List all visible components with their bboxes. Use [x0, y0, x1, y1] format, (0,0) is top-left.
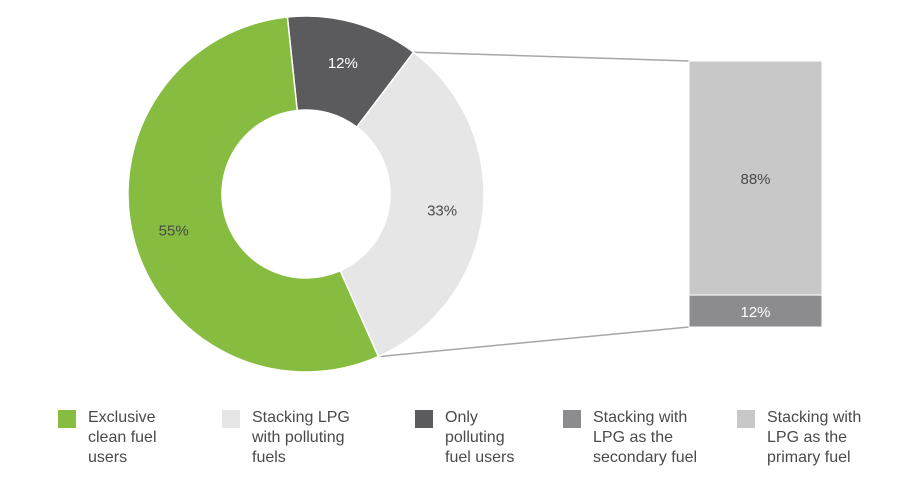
legend-swatch — [222, 410, 240, 428]
legend: Exclusive clean fuel users Stacking LPG … — [0, 408, 915, 478]
donut-label-2: 12% — [328, 55, 358, 72]
connector-line-bottom — [378, 326, 690, 358]
legend-label: Stacking with LPG as the primary fuel — [767, 409, 862, 466]
legend-label: Stacking LPG with polluting fuels — [252, 409, 350, 466]
legend-item-stacking-polluting: Stacking LPG with polluting fuels — [222, 408, 350, 468]
bar-label-1: 12% — [740, 304, 770, 321]
connector-line-top — [413, 51, 690, 62]
donut-slice-0 — [127, 16, 380, 373]
legend-item-only-polluting: Only polluting fuel users — [415, 408, 514, 468]
stacked-bar: 88% 12% — [688, 60, 823, 328]
legend-item-lpg-secondary: Stacking with LPG as the secondary fuel — [563, 408, 697, 468]
legend-item-exclusive-clean: Exclusive clean fuel users — [58, 408, 157, 468]
legend-swatch — [415, 410, 433, 428]
bar-label-0: 88% — [740, 171, 770, 188]
legend-item-lpg-primary: Stacking with LPG as the primary fuel — [737, 408, 861, 468]
legend-swatch — [58, 410, 76, 428]
legend-label: Exclusive clean fuel users — [88, 409, 157, 466]
connector-lines — [378, 51, 690, 358]
donut-slice-1 — [339, 51, 485, 358]
donut-label-0: 55% — [159, 222, 189, 239]
donut-chart: 12% 33% 55% — [127, 15, 485, 373]
bar-segment-1 — [688, 294, 823, 328]
legend-label: Only polluting fuel users — [445, 409, 515, 466]
legend-swatch — [563, 410, 581, 428]
chart: 12% 33% 55% 88% 12% — [127, 15, 823, 373]
bar-segment-0 — [688, 60, 823, 296]
donut-label-1: 33% — [427, 203, 457, 220]
legend-label: Stacking with LPG as the secondary fuel — [593, 409, 698, 466]
legend-swatch — [737, 410, 755, 428]
